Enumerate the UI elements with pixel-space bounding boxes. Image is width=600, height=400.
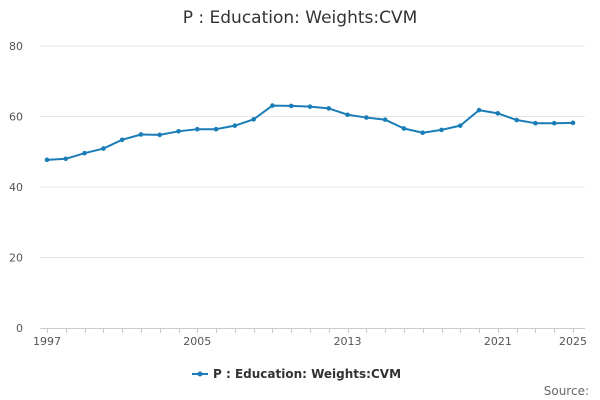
data-point[interactable] — [307, 104, 313, 109]
data-point[interactable] — [401, 126, 407, 131]
data-point[interactable] — [364, 115, 369, 120]
data-point[interactable] — [63, 156, 69, 162]
x-tick-label: 2025 — [559, 335, 587, 348]
data-point[interactable] — [119, 137, 125, 143]
legend-entry-label: P : Education: Weights:CVM — [213, 367, 401, 381]
data-point[interactable] — [82, 150, 87, 156]
data-point[interactable] — [270, 103, 275, 108]
y-tick-label: 0 — [16, 322, 23, 335]
data-point[interactable] — [326, 106, 332, 111]
y-tick-label: 40 — [9, 181, 23, 194]
data-point[interactable] — [176, 129, 181, 134]
legend[interactable]: P : Education: Weights:CVM — [192, 367, 401, 381]
data-point[interactable] — [457, 123, 463, 128]
x-tick-label: 1997 — [33, 335, 61, 348]
chart-title: P : Education: Weights:CVM — [183, 8, 418, 28]
data-point[interactable] — [514, 117, 519, 123]
data-point[interactable] — [570, 120, 576, 126]
data-point[interactable] — [101, 146, 106, 151]
data-point[interactable] — [194, 126, 200, 132]
data-point[interactable] — [495, 111, 501, 116]
series-layer — [44, 103, 576, 163]
x-tick-label: 2021 — [484, 335, 512, 348]
x-axis: 1997 2005 2013 2021 2025 — [33, 328, 587, 348]
source-label: Source: — [544, 384, 589, 398]
data-point[interactable] — [439, 127, 444, 133]
y-tick-label: 60 — [9, 111, 23, 124]
data-point[interactable] — [288, 103, 294, 109]
data-point[interactable] — [551, 120, 557, 126]
data-point[interactable] — [345, 112, 350, 118]
data-point[interactable] — [382, 117, 388, 122]
legend-point-marker — [197, 371, 203, 377]
y-tick-label: 80 — [9, 40, 23, 53]
x-tick-label: 2005 — [183, 335, 211, 348]
data-point[interactable] — [420, 130, 426, 136]
data-point[interactable] — [157, 132, 163, 138]
y-tick-label: 20 — [9, 252, 23, 265]
x-tick-label: 2013 — [334, 335, 362, 348]
series-line — [46, 104, 574, 161]
data-point[interactable] — [476, 107, 482, 113]
data-point[interactable] — [251, 117, 256, 122]
data-point[interactable] — [44, 157, 50, 163]
y-axis-tick-labels: 0 20 40 60 80 — [9, 40, 23, 335]
data-point[interactable] — [232, 123, 238, 128]
gridlines — [40, 45, 585, 258]
data-point[interactable] — [533, 120, 538, 126]
data-point[interactable] — [138, 132, 144, 137]
data-point[interactable] — [213, 126, 219, 132]
